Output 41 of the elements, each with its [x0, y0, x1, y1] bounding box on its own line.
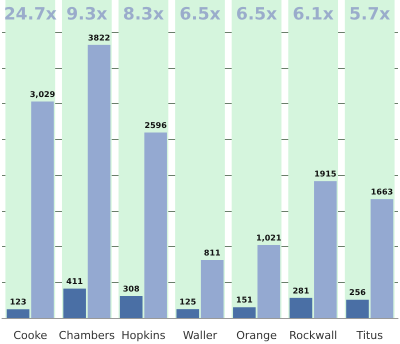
data-label: 1663 — [370, 188, 394, 197]
bar — [290, 298, 312, 318]
band-label: 6.5x — [179, 4, 221, 24]
bar — [314, 181, 337, 318]
x-tick-label: Hopkins — [121, 329, 166, 342]
data-label: 123 — [10, 298, 26, 307]
data-label: 2596 — [144, 120, 168, 130]
band-label: 5.7x — [349, 4, 390, 24]
data-label: 1,021 — [256, 234, 282, 243]
data-label: 411 — [66, 277, 84, 286]
bar — [31, 102, 54, 318]
data-label: 281 — [292, 286, 310, 296]
data-label: 1915 — [314, 170, 337, 179]
data-label: 256 — [349, 288, 366, 298]
x-tick-label: Rockwall — [289, 329, 338, 342]
x-tick-label: Cooke — [13, 329, 48, 342]
x-tick-label: Chambers — [58, 329, 116, 342]
bar — [6, 309, 30, 318]
bar — [370, 199, 394, 318]
x-tick-label: Titus — [355, 329, 384, 342]
bar — [200, 260, 224, 318]
band-label: 24.7x — [4, 4, 57, 24]
band-label: 6.1x — [292, 4, 334, 24]
band-label: 9.3x — [66, 4, 108, 24]
bar — [120, 296, 143, 318]
bar — [346, 300, 369, 318]
bar — [257, 245, 280, 318]
data-label: 151 — [236, 296, 254, 305]
bar — [176, 309, 200, 318]
data-label: 3822 — [88, 33, 110, 42]
x-tick-label: Orange — [236, 329, 278, 342]
bar — [144, 132, 167, 318]
x-tick-label: Waller — [182, 329, 218, 342]
bar — [63, 288, 86, 318]
data-label: 308 — [122, 284, 140, 294]
band-label: 8.3x — [122, 4, 164, 24]
bar — [233, 307, 256, 318]
data-label: 3,029 — [30, 90, 56, 100]
band-label: 6.5x — [236, 4, 278, 24]
data-label: 125 — [179, 298, 197, 307]
data-label: 811 — [204, 248, 221, 258]
